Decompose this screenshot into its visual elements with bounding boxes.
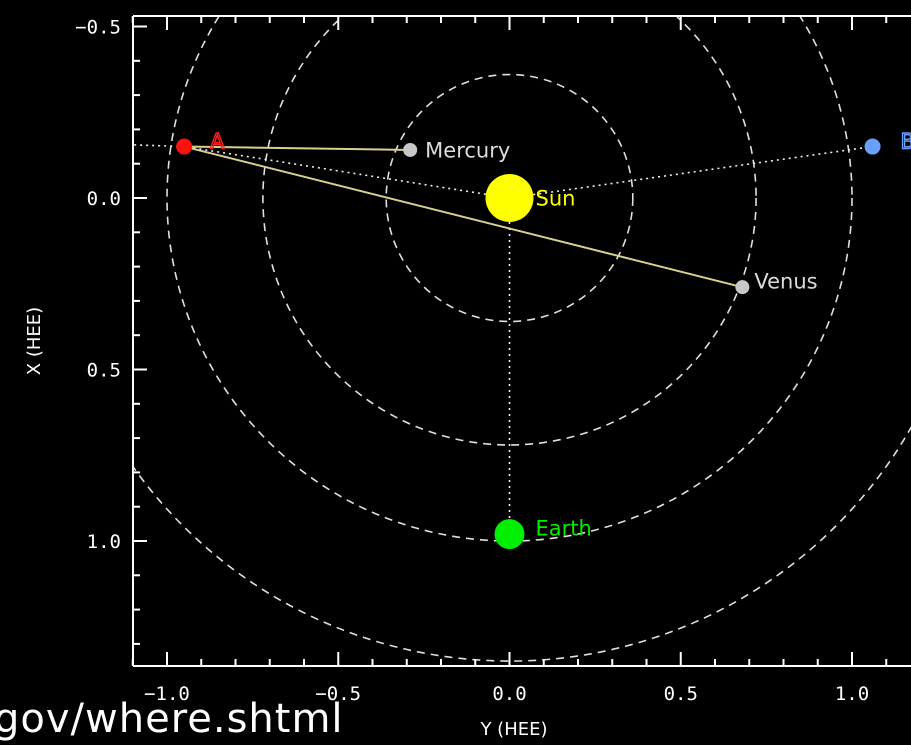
body-stereo-a-label: A xyxy=(210,130,225,154)
body-earth-label: Earth xyxy=(536,516,592,540)
axis-ticks: −1.0 −0.5 0.0 0.5 1.0 −0.5 0.0 0.5 1.0 xyxy=(75,16,888,705)
y-tick-label: 0.0 xyxy=(87,188,121,210)
x-tick-label: 0.0 xyxy=(492,683,526,705)
x-tick-label: 1.0 xyxy=(835,683,869,705)
orbit-circle xyxy=(133,426,911,662)
sight-line-venus xyxy=(183,145,743,289)
body-stereo-b-marker xyxy=(864,138,881,155)
body-venus-label: Venus xyxy=(754,270,817,294)
body-venus-marker xyxy=(735,280,750,295)
x-tick-label: −0.5 xyxy=(315,683,361,705)
orbit-circles xyxy=(133,16,911,662)
orbit-circle xyxy=(262,16,757,446)
x-tick-label: 0.5 xyxy=(664,683,698,705)
y-tick-label: 1.0 xyxy=(87,531,121,553)
body-earth-marker xyxy=(494,519,525,550)
body-sun-label: Sun xyxy=(536,186,576,210)
page-url-fragment: gov/where.shtml xyxy=(0,696,344,742)
sight-lines xyxy=(133,144,873,535)
celestial-bodies: Sun Mercury Venus Earth A B xyxy=(176,129,911,550)
sun-line-stereo-b xyxy=(509,145,873,199)
body-mercury-label: Mercury xyxy=(425,138,510,162)
sun-line-stereo-a xyxy=(184,145,510,199)
body-mercury-marker xyxy=(403,142,418,157)
sun-line-extension xyxy=(133,144,185,148)
y-axis-title: X (HEE) xyxy=(24,307,45,375)
y-tick-label: −0.5 xyxy=(75,17,121,39)
body-stereo-a-marker xyxy=(176,138,193,155)
x-tick-label: −1.0 xyxy=(144,683,190,705)
x-axis-title: Y (HEE) xyxy=(479,719,547,740)
body-sun-marker xyxy=(485,174,534,222)
orbit-circle xyxy=(385,73,634,323)
y-tick-label: 0.5 xyxy=(87,360,121,382)
body-stereo-b-label: B xyxy=(901,130,911,154)
plot-frame xyxy=(132,15,911,667)
sight-line-mercury xyxy=(184,145,411,151)
